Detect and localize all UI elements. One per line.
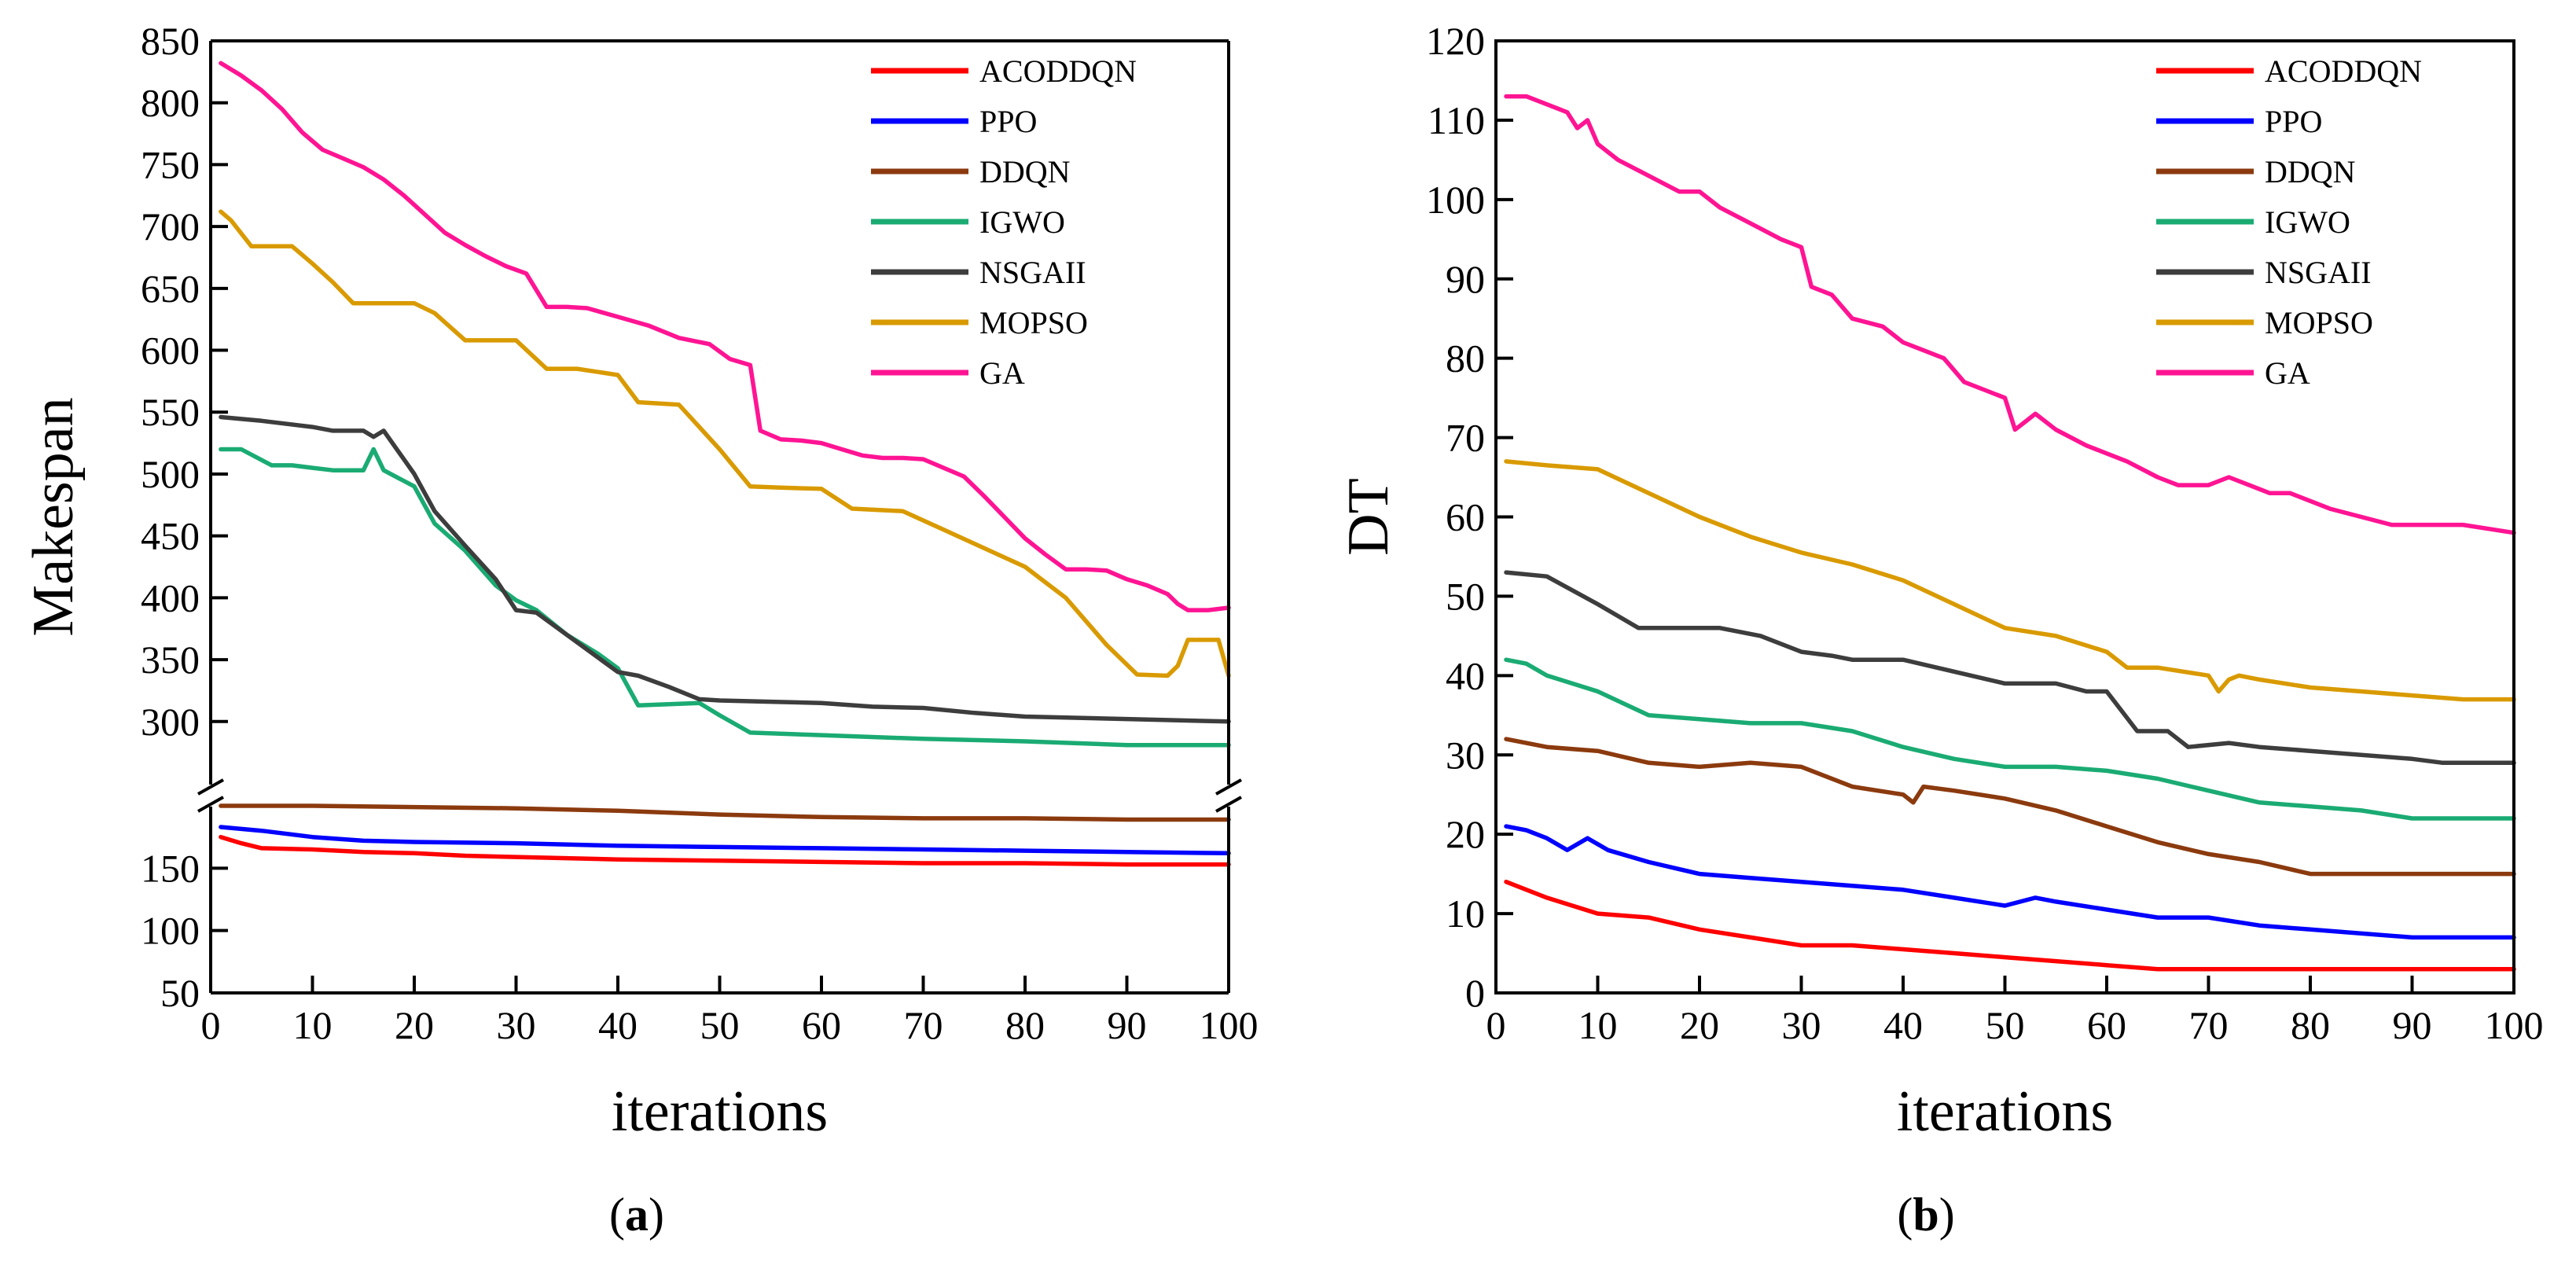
panel-b-x-tick-label: 50 (1986, 1003, 2025, 1047)
panel-a-line-igwo (219, 447, 1231, 748)
panel-b-line-mopso (1504, 459, 2516, 702)
panel-b-legend-label: MOPSO (2265, 305, 2373, 340)
panel-a-y-tick-label: 50 (160, 971, 200, 1015)
panel-a-x-tick-label: 90 (1108, 1003, 1147, 1047)
panel-a-legend-label: NSGAII (979, 255, 1086, 290)
panel-a-y-tick-label: 150 (141, 846, 200, 890)
panel-b-line-nsgaii (1504, 570, 2516, 766)
panel-b-x-tick-label: 70 (2189, 1003, 2229, 1047)
panel-a-y-tick-label: 350 (141, 638, 200, 682)
panel-b-legend-label: NSGAII (2265, 255, 2372, 290)
panel-b-legend: ACODDQN PPO DDQN IGWO NSGAII MOPSO GA (2156, 53, 2422, 391)
panel-b-y-tick-label: 80 (1446, 336, 1485, 381)
panel-a-y-tick-label: 850 (141, 19, 200, 63)
panel-b-caption: (b) (1897, 1189, 1954, 1241)
panel-a-y-tick-label: 500 (141, 452, 200, 496)
panel-b-x-tick-label: 20 (1680, 1003, 1719, 1047)
panel-a-y-tick-label: 650 (141, 267, 200, 311)
panel-a-y-tick-label: 450 (141, 514, 200, 558)
panel-b-x-tick-label: 60 (2087, 1003, 2126, 1047)
panel-b-x-axis-title: iterations (1897, 1079, 2113, 1144)
panel-b-x-tick-label: 0 (1486, 1003, 1506, 1047)
panel-b-x-tick-label: 90 (2393, 1003, 2432, 1047)
panel-a-legend-label: ACODDQN (979, 53, 1137, 89)
panel-b-caption-letter: b (1913, 1189, 1938, 1241)
panel-b-x-tick-label: 10 (1578, 1003, 1618, 1047)
panel-a-axis-break-mark (197, 778, 224, 796)
panel-b-legend-label: GA (2265, 355, 2310, 391)
panel-a-y-tick-label: 700 (141, 204, 200, 248)
panel-a-x-tick-label: 10 (293, 1003, 333, 1047)
panel-b-line-ddqn (1504, 737, 2516, 877)
panel-b-y-tick-label: 20 (1446, 812, 1485, 856)
panel-b-y-axis-title: DT (1336, 478, 1401, 556)
panel-a-legend: ACODDQN PPO DDQN IGWO NSGAII MOPSO GA (871, 53, 1137, 391)
panel-a-x-tick-label: 40 (598, 1003, 638, 1047)
panel-b-series-lines (1504, 94, 2516, 972)
panel-b-y-tick-label: 60 (1446, 495, 1485, 539)
panel-a-line-ppo (219, 825, 1231, 856)
panel-b-line-acoddqn (1504, 879, 2516, 972)
panel-a-x-tick-label: 0 (201, 1003, 221, 1047)
panel-a-y-tick-label: 550 (141, 390, 200, 434)
panel-a-legend-label: IGWO (979, 204, 1065, 240)
panel-a-axis-break-mark (1215, 778, 1242, 796)
panel-a-x-tick-label: 70 (904, 1003, 943, 1047)
panel-b-x-tick-label: 40 (1883, 1003, 1923, 1047)
panel-a-x-tick-label: 100 (1200, 1003, 1259, 1047)
panel-b-y-tick-label: 120 (1426, 19, 1485, 63)
panel-a-axis-break-mark (197, 796, 224, 813)
panel-a-line-acoddqn (219, 834, 1231, 867)
panel-a-caption: (a) (609, 1189, 664, 1241)
panel-a-line-ga (219, 61, 1231, 612)
panel-b-y-tick-label: 40 (1446, 653, 1485, 697)
panel-b-y-tick-label: 50 (1446, 574, 1485, 618)
panel-b-y-tick-label: 0 (1465, 971, 1485, 1015)
panel-a-y-tick-label: 100 (141, 909, 200, 953)
panel-a-legend-label: GA (979, 355, 1025, 391)
panel-a-axes: 0 10 20 30 40 50 60 70 80 90 100 50 100 150 300 350 400 4… (141, 19, 1259, 1047)
panel-b-y-tick-label: 30 (1446, 733, 1485, 777)
panel-a-legend-label: PPO (979, 104, 1037, 139)
panel-b-axes: 0 10 20 30 40 50 60 70 80 90 100 0 10 20 30 40 50 60 70 80 9… (1426, 19, 2544, 1047)
panel-a-axis-break-mark (1215, 796, 1242, 813)
panel-b-line-ppo (1504, 824, 2516, 940)
panel-a-legend-label: MOPSO (979, 305, 1088, 340)
panel-a-line-ddqn (219, 803, 1231, 822)
panel-a-y-tick-label: 750 (141, 142, 200, 186)
panel-b-y-tick-label: 110 (1428, 98, 1485, 142)
panel-b-x-tick-label: 30 (1782, 1003, 1821, 1047)
panel-a-y-tick-label: 800 (141, 81, 200, 125)
panel-b-y-tick-label: 10 (1446, 892, 1485, 936)
panel-a-y-tick-label: 600 (141, 329, 200, 373)
panel-b-y-tick-label: 70 (1446, 416, 1485, 460)
panel-a-x-tick-label: 60 (802, 1003, 841, 1047)
panel-b-line-igwo (1504, 657, 2516, 821)
panel-a-series-lines (219, 61, 1231, 867)
panel-b-x-tick-label: 100 (2485, 1003, 2544, 1047)
panel-a: 0 10 20 30 40 50 60 70 80 90 100 50 100 150 300 350 400 4… (21, 19, 1259, 1241)
panel-b-line-ga (1504, 94, 2516, 535)
panel-b-legend-label: DDQN (2265, 154, 2356, 189)
panel-a-y-tick-label: 400 (141, 575, 200, 619)
panel-a-y-axis-title: Makespan (21, 397, 86, 636)
panel-a-legend-label: DDQN (979, 154, 1071, 189)
panel-a-x-tick-label: 80 (1005, 1003, 1045, 1047)
panel-a-x-tick-label: 30 (497, 1003, 536, 1047)
panel-b-y-tick-label: 90 (1446, 257, 1485, 301)
panel-a-x-axis-title: iterations (612, 1079, 828, 1144)
panel-a-caption-letter: a (625, 1189, 649, 1241)
panel-a-x-tick-label: 20 (395, 1003, 434, 1047)
panel-b-legend-label: PPO (2265, 104, 2322, 139)
panel-a-line-nsgaii (219, 414, 1231, 724)
panel-b-y-tick-label: 100 (1426, 178, 1485, 222)
panel-b-x-tick-label: 80 (2291, 1003, 2330, 1047)
panel-a-y-tick-label: 300 (141, 700, 200, 744)
panel-a-line-mopso (219, 209, 1231, 678)
panel-b-legend-label: ACODDQN (2265, 53, 2422, 89)
panel-b-legend-label: IGWO (2265, 204, 2350, 240)
panel-a-x-tick-label: 50 (700, 1003, 740, 1047)
panel-b: 0 10 20 30 40 50 60 70 80 90 100 0 10 20 30 40 50 60 70 80 9… (1336, 19, 2544, 1241)
